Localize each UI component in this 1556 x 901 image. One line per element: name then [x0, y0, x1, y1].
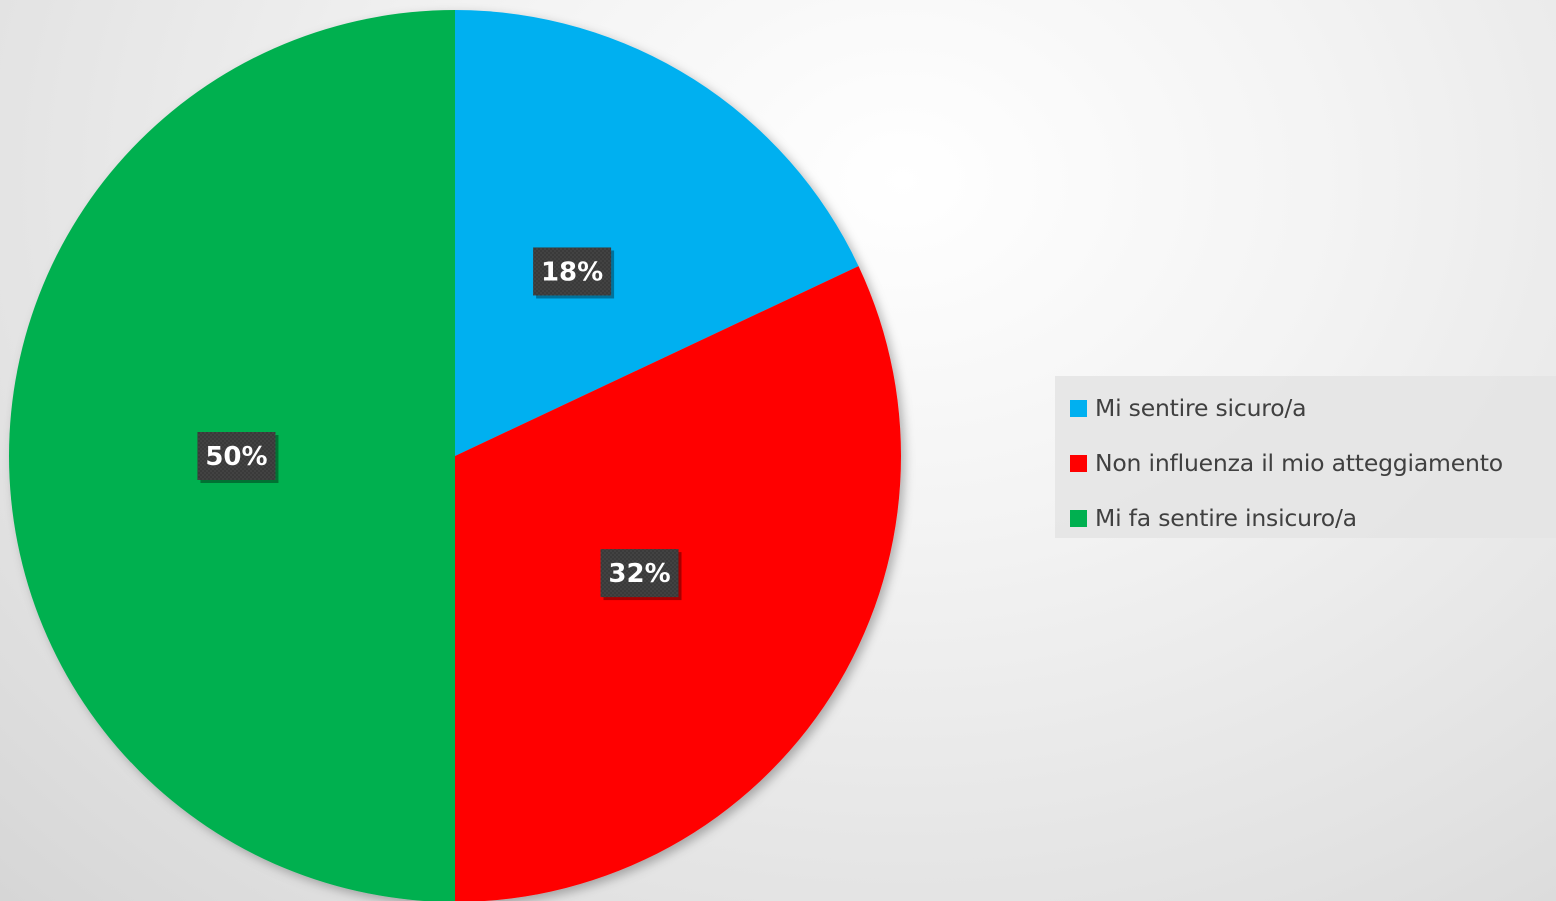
legend-swatch-insicuro — [1070, 509, 1087, 527]
legend-item-non-influenza: Non influenza il mio atteggiamento — [1070, 445, 1556, 481]
data-label-text-insicuro: 50% — [205, 442, 267, 472]
data-label-text-non-influenza: 32% — [608, 559, 670, 589]
legend-label-non-influenza: Non influenza il mio atteggiamento — [1095, 449, 1503, 477]
data-label-text-sicuro: 18% — [541, 257, 603, 287]
legend-swatch-non-influenza — [1070, 454, 1087, 472]
legend-label-insicuro: Mi fa sentire insicuro/a — [1095, 504, 1357, 532]
legend-item-insicuro: Mi fa sentire insicuro/a — [1070, 500, 1556, 536]
legend-swatch-sicuro — [1070, 399, 1087, 417]
data-label-insicuro: 50% — [197, 432, 279, 483]
pie-slice-sicuro — [455, 10, 859, 456]
legend-label-sicuro: Mi sentire sicuro/a — [1095, 394, 1307, 422]
chart-legend: Mi sentire sicuro/a Non influenza il mio… — [1055, 376, 1556, 538]
legend-item-sicuro: Mi sentire sicuro/a — [1070, 390, 1556, 426]
data-label-sicuro: 18% — [533, 247, 615, 299]
data-label-non-influenza: 32% — [600, 549, 682, 601]
